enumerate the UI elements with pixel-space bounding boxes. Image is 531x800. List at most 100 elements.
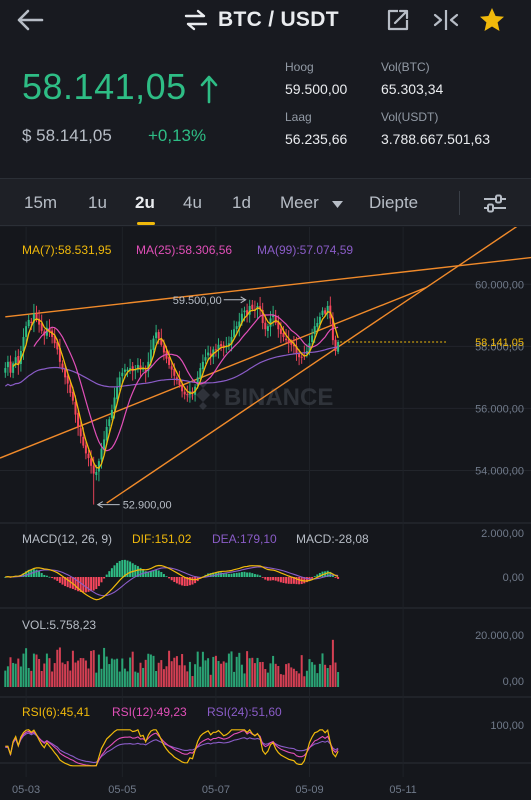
candle [329, 296, 332, 325]
candlestick-chart[interactable]: 60.000,00 58.000,00 56.000,00 54.000,00 BIN… [0, 227, 531, 800]
macd-bar [240, 572, 243, 577]
tab-depth[interactable]: Diepte [369, 193, 419, 212]
candle [116, 377, 119, 404]
resistance-trendline [5, 256, 531, 318]
volume-bar [71, 650, 74, 687]
vol-quote-label: Vol(USDT) [381, 110, 439, 124]
macd-bar [256, 574, 259, 577]
macd-bar [35, 569, 38, 577]
candle [87, 449, 90, 467]
star-icon[interactable] [478, 6, 506, 34]
macd-bar [329, 571, 332, 577]
volume-bar [35, 654, 38, 687]
macd-bar [22, 573, 25, 577]
macd-bar [64, 577, 67, 587]
price-tick-label: 58.000,00 [475, 341, 524, 353]
tab-2u[interactable]: 2u [135, 193, 155, 212]
volume-bar [191, 676, 194, 687]
candle [194, 384, 197, 402]
volume-bar [139, 662, 142, 687]
candle [251, 299, 254, 312]
macd-bar [48, 576, 51, 578]
volume-bar [243, 673, 246, 687]
x-tick-label: 05-07 [202, 784, 230, 796]
tab-1d[interactable]: 1d [232, 193, 251, 212]
candle [64, 364, 67, 385]
macd-bar [121, 560, 124, 577]
volume-bar [326, 668, 329, 687]
arrow-up-icon [200, 75, 218, 104]
candle [256, 302, 259, 319]
low-label: Laag [285, 110, 312, 124]
pair-selector[interactable]: BTC / USDT [184, 7, 339, 33]
volume-bar [175, 656, 178, 687]
volume-bar [214, 655, 217, 687]
volume-bar [45, 653, 48, 687]
volume-bar [308, 659, 311, 687]
volume-bar [220, 663, 223, 687]
macd-bar [292, 577, 295, 584]
macd-bar [103, 577, 106, 579]
chart-area[interactable]: 60.000,00 58.000,00 56.000,00 54.000,00 BIN… [0, 227, 531, 800]
candle [204, 349, 207, 364]
x-tick-label: 05-09 [295, 784, 323, 796]
sliders-icon[interactable] [482, 191, 508, 215]
candle [110, 404, 113, 421]
active-tab-indicator [137, 222, 155, 225]
macd-params-label: MACD(12, 26, 9) [22, 532, 112, 546]
tab-more[interactable]: Meer [280, 193, 319, 212]
macd-bar [162, 574, 165, 577]
macd-bar [139, 567, 142, 577]
volume-bar [108, 664, 111, 687]
vol-base-label: Vol(BTC) [381, 60, 430, 74]
rsi6-line [5, 728, 339, 767]
ticker-panel: 58.141,05 $ 58.141,05 +0,13% Hoog 59.500… [0, 40, 531, 168]
arrow-left-icon[interactable] [14, 6, 46, 34]
macd-bar [116, 562, 119, 577]
low-marker-arrow [96, 501, 103, 509]
volume-bar [170, 661, 173, 687]
compare-arrows-icon[interactable] [432, 6, 460, 34]
volume-bar [19, 666, 22, 687]
macd-bar [227, 573, 230, 577]
macd-bar [123, 559, 126, 577]
macd-bar [147, 571, 150, 577]
volume-bar [329, 665, 332, 687]
volume-bar [144, 659, 147, 687]
macd-bar [45, 575, 48, 577]
macd-label: MACD:-28,08 [296, 532, 369, 546]
macd-bar [238, 572, 241, 577]
volume-bar [279, 674, 282, 687]
volume-bar [259, 662, 262, 687]
macd-bar [277, 577, 280, 582]
macd-bar [222, 573, 225, 577]
macd-bar [92, 577, 95, 591]
candle [12, 361, 15, 379]
price-tick-label: 54.000,00 [475, 465, 524, 477]
share-icon[interactable] [384, 6, 412, 34]
tab-15m[interactable]: 15m [24, 193, 58, 212]
volume-bar [43, 663, 46, 687]
volume-bar [152, 655, 155, 687]
candle [139, 358, 142, 378]
macd-bar [168, 577, 171, 579]
volume-bar [233, 671, 236, 687]
volume-bar [90, 650, 93, 687]
volume-bar [264, 669, 267, 687]
volume-bar [123, 668, 126, 687]
vol-tick-label: 20.000,00 [475, 630, 524, 642]
macd-bar [152, 570, 155, 577]
last-price-marker: 58.141,05 [475, 337, 524, 349]
candle [27, 314, 30, 329]
tab-4u[interactable]: 4u [183, 193, 202, 212]
candle [103, 431, 106, 456]
low-marker-label: 52.900,00 [123, 500, 172, 512]
volume-bar [303, 676, 306, 687]
tab-1u[interactable]: 1u [88, 193, 107, 212]
macd-bar [290, 577, 293, 584]
macd-bar [90, 577, 93, 592]
vol-base-value: 65.303,34 [381, 81, 444, 97]
candle [217, 338, 220, 359]
vol-quote-value: 3.788.667.501,63 [381, 131, 490, 147]
volume-bar [316, 673, 319, 687]
